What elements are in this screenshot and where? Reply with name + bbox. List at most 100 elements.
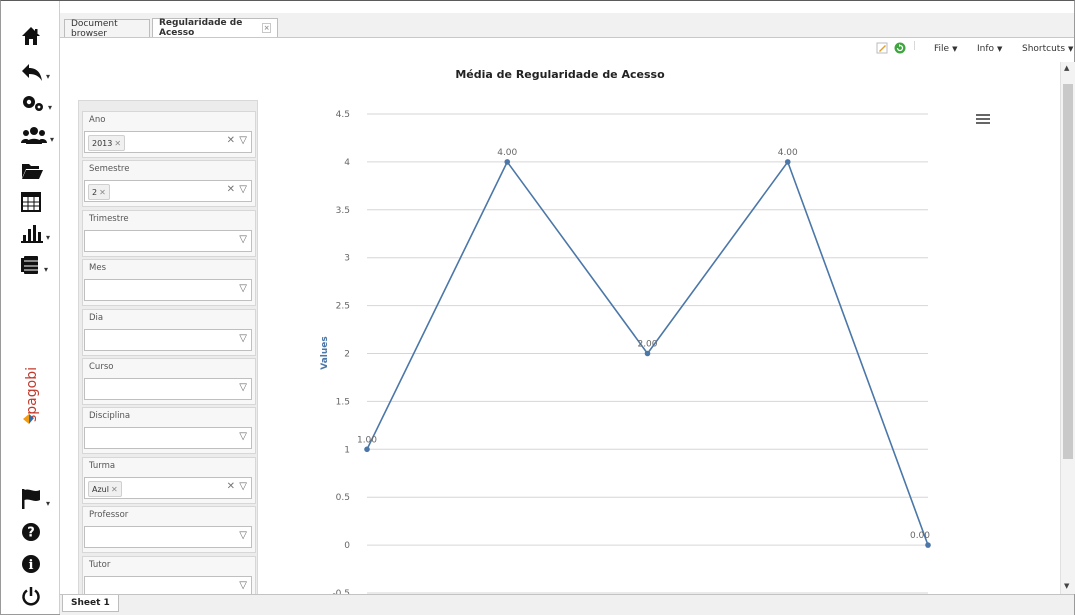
data-point: [925, 542, 931, 548]
folder-icon[interactable]: [21, 157, 61, 185]
shortcuts-menu[interactable]: Shortcuts ▼: [1022, 44, 1073, 54]
document-tabbar: Document browser Regularidade de Acesso …: [60, 13, 1074, 39]
chevron-down-icon: ▼: [997, 45, 1003, 53]
chart-menu-icon[interactable]: [976, 114, 990, 126]
spagobi-logo: spagobi: [20, 346, 44, 426]
flag-icon[interactable]: ▾: [21, 485, 61, 513]
filter-dropdown-icon[interactable]: ▽: [239, 234, 247, 245]
data-point: [784, 159, 791, 165]
semestre-select[interactable]: 2 ✕ ✕ ▽: [84, 180, 252, 202]
filter-dropdown-icon[interactable]: ▽: [239, 481, 247, 492]
clear-icon[interactable]: ✕: [226, 184, 235, 195]
edit-icon[interactable]: [876, 42, 888, 57]
chip-label: Azul: [92, 484, 109, 494]
file-menu[interactable]: File ▼: [934, 44, 957, 54]
filter-dropdown-icon[interactable]: ▽: [239, 431, 247, 442]
home-icon[interactable]: [21, 22, 61, 50]
tab-document-browser[interactable]: Document browser: [64, 18, 150, 39]
filter-label: Mes: [89, 263, 106, 273]
tab-close-icon[interactable]: ×: [262, 23, 271, 33]
svg-text:?: ?: [27, 526, 35, 541]
toolbar: | File ▼ Info ▼ Shortcuts ▼: [60, 38, 1074, 63]
selected-value-chip[interactable]: 2 ✕: [88, 184, 110, 200]
info-menu[interactable]: Info ▼: [977, 44, 1002, 54]
data-label: 4.00: [497, 148, 517, 158]
filter-label: Semestre: [89, 164, 130, 174]
filter-label: Trimestre: [89, 214, 129, 224]
filter-dropdown-icon[interactable]: ▽: [239, 333, 247, 344]
filter-dropdown-icon[interactable]: ▽: [239, 382, 247, 393]
chip-label: 2: [92, 187, 98, 197]
back-icon[interactable]: ▾: [21, 58, 61, 86]
y-tick-label: 2: [344, 350, 350, 360]
filter-dia: Dia ▽: [82, 309, 256, 356]
help-icon[interactable]: ?: [21, 518, 61, 546]
filter-dropdown-icon[interactable]: ▽: [239, 283, 247, 294]
clear-icon[interactable]: ✕: [226, 481, 235, 492]
menu-label: Info: [977, 44, 995, 54]
menu-label: Shortcuts: [1022, 44, 1066, 54]
bar-chart-icon[interactable]: ▾: [21, 219, 61, 247]
selected-value-chip[interactable]: 2013 ✕: [88, 135, 126, 151]
dia-select[interactable]: ▽: [84, 329, 252, 351]
y-tick-label: 3.5: [336, 206, 350, 216]
clear-icon[interactable]: ✕: [226, 135, 235, 146]
refresh-icon[interactable]: [894, 42, 906, 57]
y-axis-title: Values: [320, 336, 330, 370]
scroll-down-icon[interactable]: ▼: [1064, 582, 1070, 590]
sheet-tab-label: Sheet 1: [71, 598, 110, 608]
disciplina-select[interactable]: ▽: [84, 427, 252, 449]
svg-text:i: i: [29, 558, 34, 573]
trimestre-select[interactable]: ▽: [84, 230, 252, 252]
y-tick-label: 0.5: [336, 493, 350, 503]
y-tick-label: 0: [344, 541, 350, 551]
scroll-up-icon[interactable]: ▲: [1064, 64, 1070, 72]
filter-professor: Professor ▽: [82, 506, 256, 553]
database-icon[interactable]: ▾: [21, 251, 61, 279]
y-tick-label: 1: [344, 445, 350, 455]
left-sidebar: ▾ ▾ ▾ ▾ ▾ spagobi ▾ ? i: [1, 1, 60, 614]
filter-dropdown-icon[interactable]: ▽: [239, 184, 247, 195]
filter-semestre: Semestre 2 ✕ ✕ ▽: [82, 160, 256, 207]
sheet-tab-1[interactable]: Sheet 1: [62, 595, 119, 612]
tab-label: Regularidade de Acesso: [159, 18, 243, 38]
filter-dropdown-icon[interactable]: ▽: [239, 135, 247, 146]
filter-ano: Ano 2013 ✕ ✕ ▽: [82, 111, 256, 158]
filter-disciplina: Disciplina ▽: [82, 407, 256, 454]
filter-mes: Mes ▽: [82, 259, 256, 306]
users-icon[interactable]: ▾: [21, 121, 61, 149]
turma-select[interactable]: Azul ✕ ✕ ▽: [84, 477, 252, 499]
filter-trimestre: Trimestre ▽: [82, 210, 256, 257]
menu-label: File: [934, 44, 950, 54]
tab-regularidade-de-acesso[interactable]: Regularidade de Acesso ×: [152, 18, 278, 38]
tab-label: Document browser: [71, 18, 118, 39]
data-point: [504, 159, 511, 165]
filter-label: Dia: [89, 313, 104, 323]
professor-select[interactable]: ▽: [84, 526, 252, 548]
data-label: 4.00: [778, 148, 798, 158]
remove-icon[interactable]: ✕: [114, 138, 122, 148]
chart-title: Média de Regularidade de Acesso: [455, 68, 665, 81]
filter-tutor: Tutor ▽: [82, 556, 256, 594]
data-point: [644, 350, 651, 357]
filter-dropdown-icon[interactable]: ▽: [239, 530, 247, 541]
vertical-scrollbar[interactable]: ▲ ▼: [1060, 62, 1075, 594]
y-tick-label: -0.5: [332, 589, 350, 594]
remove-icon[interactable]: ✕: [110, 484, 118, 494]
info-icon[interactable]: i: [21, 550, 61, 578]
ano-select[interactable]: 2013 ✕ ✕ ▽: [84, 131, 252, 153]
mes-select[interactable]: ▽: [84, 279, 252, 301]
filter-label: Ano: [89, 115, 106, 125]
remove-icon[interactable]: ✕: [99, 187, 106, 197]
power-icon[interactable]: [21, 582, 61, 610]
data-label: 1.00: [357, 435, 377, 445]
tutor-select[interactable]: ▽: [84, 576, 252, 594]
table-icon[interactable]: [21, 188, 61, 216]
curso-select[interactable]: ▽: [84, 378, 252, 400]
line-chart: 4.5 4 3.5 3 2.5 2 1.5 1 0.5 0 -0.5 Values 1.00 4.00 2.…: [320, 110, 931, 594]
y-tick-label: 2.5: [336, 302, 350, 312]
selected-value-chip[interactable]: Azul ✕: [88, 481, 122, 497]
scrollbar-thumb[interactable]: [1063, 84, 1073, 459]
settings-icon[interactable]: ▾: [21, 89, 61, 117]
filter-dropdown-icon[interactable]: ▽: [239, 580, 247, 591]
